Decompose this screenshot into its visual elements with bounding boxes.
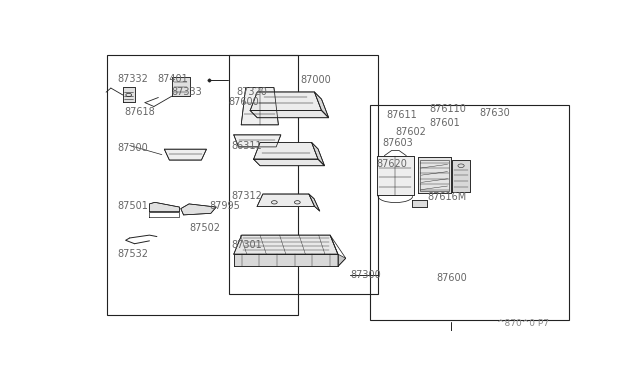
Polygon shape [312, 142, 324, 166]
Polygon shape [257, 194, 315, 206]
Polygon shape [181, 204, 216, 215]
Text: 87600: 87600 [229, 97, 260, 107]
Text: 87616M: 87616M [428, 192, 467, 202]
Text: 87312: 87312 [231, 192, 262, 202]
Polygon shape [164, 149, 207, 160]
Text: 87401: 87401 [157, 74, 188, 84]
Text: 87630: 87630 [479, 108, 510, 118]
Text: 87301: 87301 [231, 240, 262, 250]
Text: 87601: 87601 [429, 118, 460, 128]
Text: 87600: 87600 [436, 273, 467, 283]
Bar [370, 105, 568, 320]
Polygon shape [452, 160, 470, 192]
Text: ^870^0 P7: ^870^0 P7 [497, 319, 548, 328]
Text: 87000: 87000 [301, 76, 332, 86]
Polygon shape [253, 142, 318, 159]
Text: 87620: 87620 [376, 159, 407, 169]
Polygon shape [418, 157, 451, 193]
Text: 87300: 87300 [350, 270, 381, 280]
Polygon shape [234, 135, 281, 147]
Polygon shape [253, 159, 324, 166]
Text: 87618: 87618 [125, 107, 156, 117]
Polygon shape [150, 202, 179, 212]
Polygon shape [314, 92, 329, 118]
Polygon shape [250, 110, 329, 118]
Text: 87502: 87502 [189, 223, 220, 233]
Polygon shape [377, 155, 413, 195]
Text: 876110: 876110 [429, 104, 467, 114]
Polygon shape [234, 235, 338, 254]
Polygon shape [338, 254, 346, 266]
Text: 87602: 87602 [395, 127, 426, 137]
Polygon shape [172, 77, 189, 96]
Polygon shape [241, 87, 278, 125]
Text: 87332: 87332 [117, 74, 148, 84]
Text: 87320: 87320 [236, 87, 267, 97]
Text: 87501: 87501 [117, 202, 148, 211]
Text: 87995: 87995 [209, 202, 240, 211]
Text: 87611: 87611 [387, 110, 417, 120]
Polygon shape [123, 87, 134, 102]
Polygon shape [309, 194, 320, 211]
Polygon shape [234, 254, 338, 266]
Bar [229, 55, 378, 294]
Text: 87333: 87333 [172, 87, 202, 97]
Text: 87532: 87532 [117, 249, 148, 259]
Polygon shape [412, 200, 428, 207]
Polygon shape [250, 92, 321, 110]
Bar [108, 55, 298, 315]
Text: 86311: 86311 [231, 141, 262, 151]
Bar [420, 160, 449, 191]
Text: 87603: 87603 [383, 138, 413, 148]
Text: 87300: 87300 [117, 143, 148, 153]
